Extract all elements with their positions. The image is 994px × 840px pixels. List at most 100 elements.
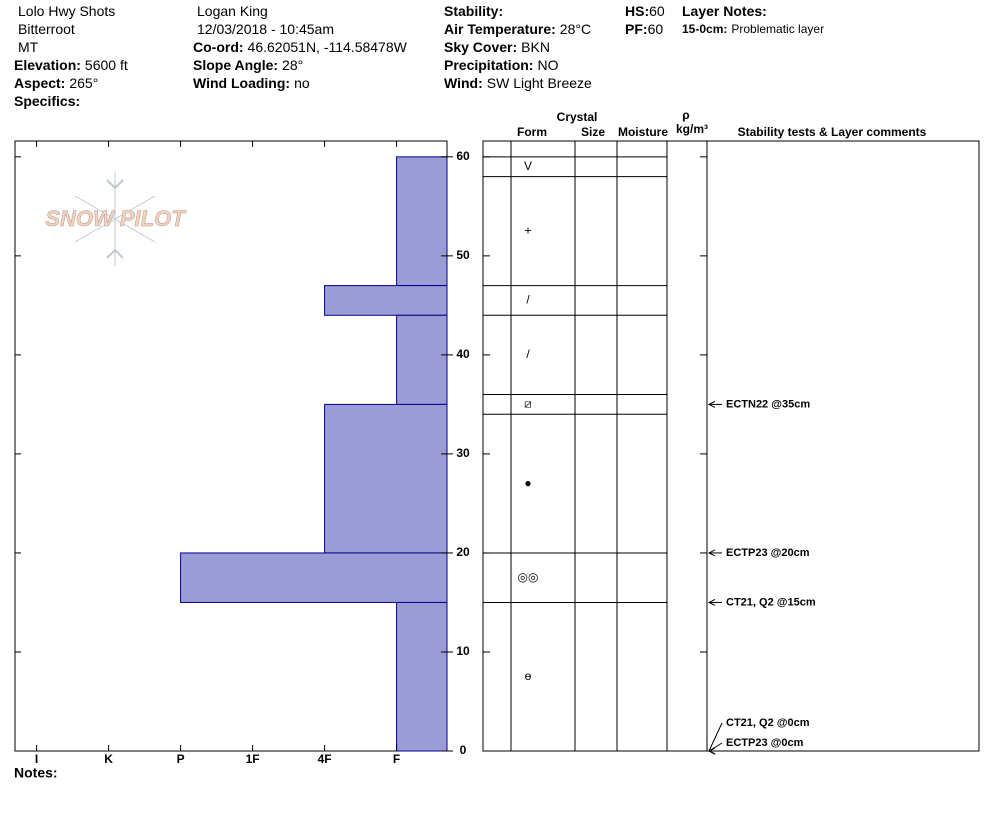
hardness-bar — [180, 552, 448, 603]
field-label: Sky Cover: — [444, 39, 517, 55]
y-tick-label: 60 — [456, 149, 470, 163]
y-tick-label: 50 — [456, 248, 470, 262]
notes-label: Notes: — [14, 765, 58, 781]
field-label: Precipitation: — [444, 57, 533, 73]
grain-form: / — [526, 347, 530, 361]
column-header: Stability tests & Layer comments — [738, 125, 927, 139]
column-header: Form — [517, 125, 547, 139]
field-label: Wind: — [444, 75, 483, 91]
header-field: Specifics: — [14, 93, 80, 109]
x-tick-label: P — [177, 752, 185, 766]
field-label: Air Temperature: — [444, 21, 556, 37]
header-field: Logan King — [197, 3, 268, 19]
header-field: Bitterroot — [18, 21, 75, 37]
header-field: Co-ord: 46.62051N, -114.58478W — [193, 39, 408, 55]
logo: SNOW PILOT — [45, 206, 186, 231]
grain-form: + — [524, 223, 531, 237]
header-field: Layer Notes: — [682, 3, 767, 19]
y-tick-label: 40 — [456, 347, 470, 361]
field-value: 60 — [649, 3, 665, 19]
field-value: SW Light Breeze — [487, 75, 592, 91]
field-label: Layer Notes: — [682, 3, 767, 19]
field-label: Elevation: — [14, 57, 81, 73]
column-header: Crystal — [557, 110, 598, 124]
field-value: no — [294, 75, 310, 91]
x-tick-label: 1F — [246, 752, 260, 766]
header-field: MT — [18, 39, 39, 55]
arrow-head — [707, 400, 716, 408]
logo-flake — [74, 172, 156, 266]
y-tick-label: 30 — [456, 446, 470, 460]
field-label: Wind Loading: — [193, 75, 290, 91]
header-field: Air Temperature: 28°C — [444, 21, 591, 37]
column-header: ρ — [682, 108, 689, 122]
column-header: Size — [581, 125, 605, 139]
field-value: 5600 ft — [85, 57, 128, 73]
header-field: Slope Angle: 28° — [193, 57, 303, 73]
field-label: Slope Angle: — [193, 57, 278, 73]
field-value: BKN — [521, 39, 550, 55]
header-field: Lolo Hwy Shots — [18, 3, 115, 19]
grain-form: ⧄ — [524, 397, 532, 411]
test-label: ECTN22 @35cm — [726, 398, 810, 410]
hardness-bar — [324, 403, 448, 554]
header-field: Aspect: 265° — [14, 75, 98, 91]
grain-form: ◎◎ — [518, 570, 539, 584]
field-value: 12/03/2018 - 10:45am — [197, 21, 334, 37]
field-label: 15-0cm: — [682, 22, 727, 36]
field-value: Bitterroot — [18, 21, 75, 37]
header-field: PF:60 — [625, 21, 663, 37]
table-frame — [482, 140, 980, 752]
grain-form: ө — [525, 669, 532, 683]
hardness-bar — [396, 314, 448, 405]
arrow-head — [707, 747, 716, 755]
field-value: 60 — [648, 21, 664, 37]
x-tick-label: F — [393, 752, 400, 766]
field-value: 265° — [69, 75, 98, 91]
field-value: 28°C — [560, 21, 591, 37]
field-label: HS: — [625, 3, 649, 19]
field-value: Lolo Hwy Shots — [18, 3, 115, 19]
test-label: CT21, Q2 @0cm — [726, 717, 810, 729]
header-field: HS:60 — [625, 3, 665, 19]
hardness-bar — [396, 601, 448, 752]
header-field: Wind Loading: no — [193, 75, 310, 91]
field-label: Stability: — [444, 3, 503, 19]
header-field: 15-0cm: Problematic layer — [682, 22, 824, 36]
arrow-head — [707, 549, 716, 557]
x-tick-label: K — [104, 752, 113, 766]
arrow-head — [707, 599, 716, 606]
field-value: MT — [18, 39, 39, 55]
test-label: CT21, Q2 @15cm — [726, 596, 816, 608]
field-value: NO — [537, 57, 558, 73]
field-value: Problematic layer — [731, 22, 824, 36]
field-value: 46.62051N, -114.58478W — [248, 39, 408, 55]
field-label: Aspect: — [14, 75, 65, 91]
column-header: kg/m³ — [676, 122, 708, 136]
header-field: Wind: SW Light Breeze — [444, 75, 592, 91]
field-label: Co-ord: — [193, 39, 244, 55]
header-field: Precipitation: NO — [444, 57, 559, 73]
field-value: Logan King — [197, 3, 268, 19]
header-field: 12/03/2018 - 10:45am — [197, 21, 334, 37]
column-header: Moisture — [618, 125, 668, 139]
grain-form: ● — [524, 476, 531, 490]
x-tick-label: 4F — [318, 752, 332, 766]
y-tick-label: 10 — [456, 644, 470, 658]
grain-form: V — [524, 159, 532, 173]
header-field: Elevation: 5600 ft — [14, 57, 128, 73]
hardness-bar — [324, 285, 448, 316]
field-label: Specifics: — [14, 93, 80, 109]
grain-form: / — [526, 293, 530, 307]
y-tick-label: 0 — [460, 743, 467, 757]
hardness-bar — [396, 156, 448, 287]
test-arrow — [708, 722, 723, 752]
y-tick-label: 20 — [456, 545, 470, 559]
header-field: Stability: — [444, 3, 503, 19]
test-label: ECTP23 @0cm — [726, 737, 804, 749]
field-value: 28° — [282, 57, 303, 73]
x-tick-label: I — [35, 752, 38, 766]
test-label: ECTP23 @20cm — [726, 547, 810, 559]
